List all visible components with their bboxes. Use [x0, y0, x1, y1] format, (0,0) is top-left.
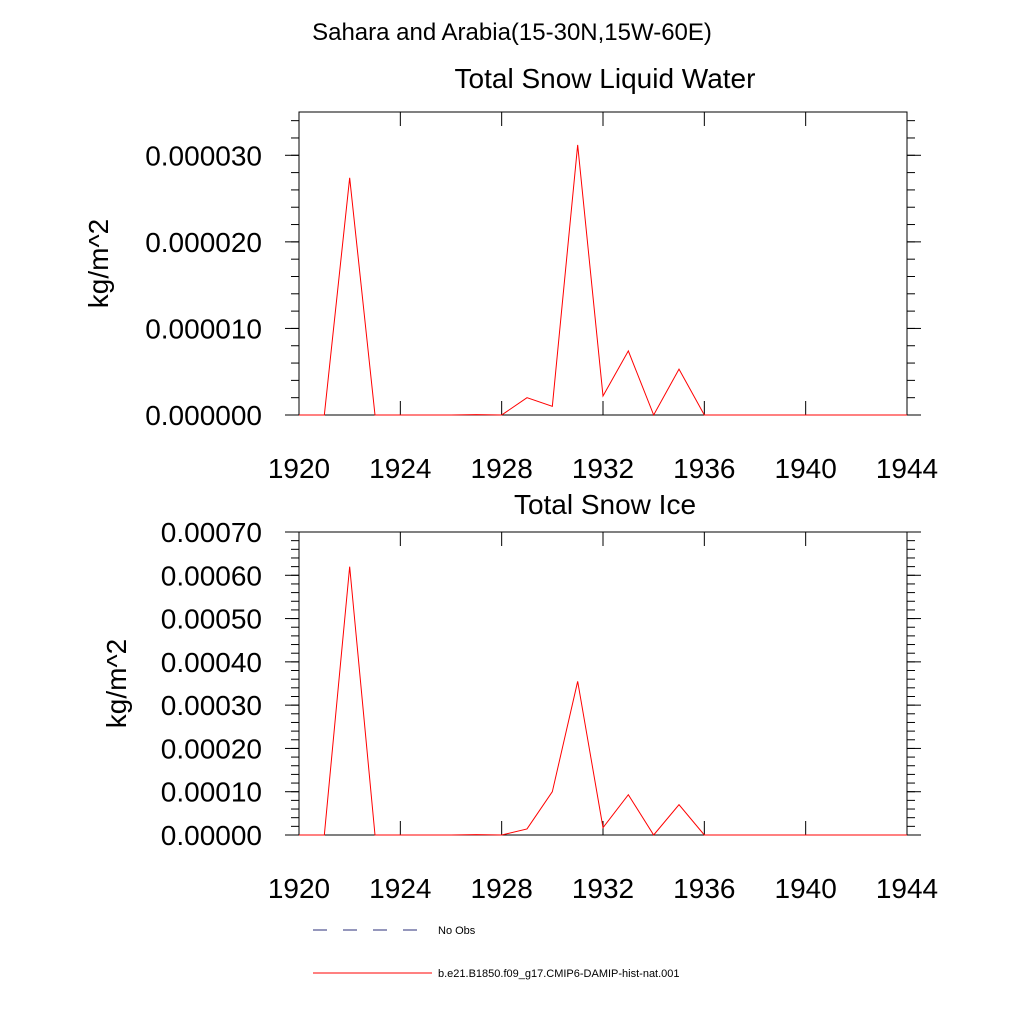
chart-title: Total Snow Ice [514, 489, 696, 520]
x-tick-label: 1940 [775, 873, 837, 904]
y-tick-label: 0.00000 [161, 820, 262, 851]
plot-frame [298, 531, 908, 836]
chart-panel-2: Total Snow Ice 1920 1924 1928 1932 1936 1940 19… [101, 489, 938, 904]
series-line-1 [299, 144, 907, 417]
x-tick-label: 1936 [673, 873, 735, 904]
x-tick-label: 1932 [572, 873, 634, 904]
y-tick-label: 0.000030 [145, 140, 262, 171]
x-tick-label: 1932 [572, 453, 634, 484]
plot-frame [298, 111, 908, 416]
chart-title: Total Snow Liquid Water [455, 63, 756, 94]
legend-label: b.e21.B1850.f09_g17.CMIP6-DAMIP-hist-nat… [438, 968, 680, 980]
chart-panels: Total Snow Liquid Water 1920 1924 1928 1932 1… [83, 63, 938, 904]
y-tick-label: 0.000000 [145, 400, 262, 431]
y-tick-label: 0.00050 [161, 604, 262, 635]
y-tick-label: 0.00030 [161, 690, 262, 721]
chart-panel-1: Total Snow Liquid Water 1920 1924 1928 1932 1… [83, 63, 938, 484]
x-tick-label: 1924 [369, 873, 431, 904]
figure-title: Sahara and Arabia(15-30N,15W-60E) [312, 19, 712, 46]
y-tick-label: 0.00070 [161, 517, 262, 548]
x-tick-label: 1940 [775, 453, 837, 484]
y-axis-label: kg/m^2 [101, 639, 132, 728]
x-tick-label: 1928 [471, 453, 533, 484]
x-tick-label: 1944 [876, 453, 938, 484]
y-tick-label: 0.00060 [161, 560, 262, 591]
y-axis-label: kg/m^2 [83, 219, 114, 308]
y-tick-label: 0.00040 [161, 647, 262, 678]
legend-item-2: b.e21.B1850.f09_g17.CMIP6-DAMIP-hist-nat… [313, 968, 680, 980]
x-tick-label: 1928 [471, 873, 533, 904]
legend-item-1: No Obs [313, 925, 476, 937]
x-tick-label: 1936 [673, 453, 735, 484]
x-tick-label: 1920 [268, 873, 330, 904]
legend: No Obs b.e21.B1850.f09_g17.CMIP6-DAMIP-hi… [313, 925, 680, 980]
y-tick-label: 0.000010 [145, 313, 262, 344]
x-tick-label: 1920 [268, 453, 330, 484]
series-line-1 [299, 566, 907, 836]
x-tick-label: 1944 [876, 873, 938, 904]
y-tick-label: 0.00010 [161, 777, 262, 808]
legend-label: No Obs [438, 925, 476, 937]
y-tick-label: 0.000020 [145, 227, 262, 258]
x-tick-label: 1924 [369, 453, 431, 484]
y-tick-label: 0.00020 [161, 733, 262, 764]
